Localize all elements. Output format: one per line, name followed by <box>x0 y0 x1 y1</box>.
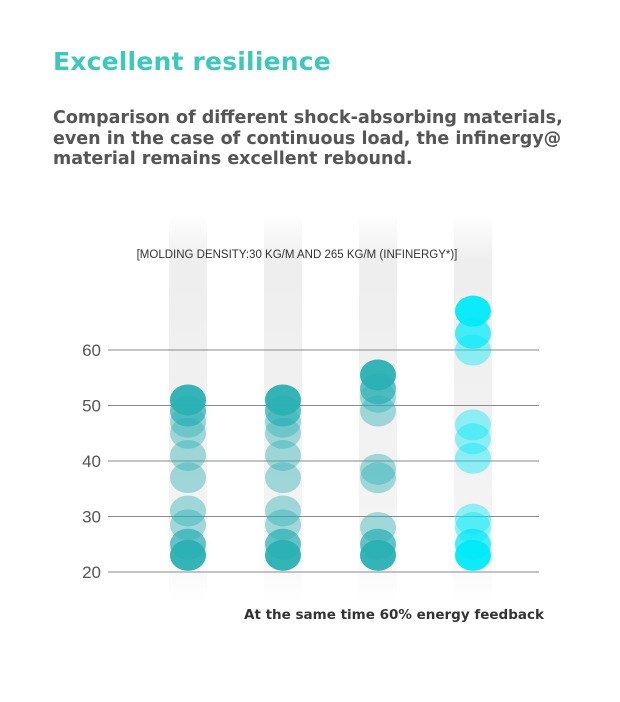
y-tick-label: 60 <box>82 341 101 360</box>
data-point <box>455 317 491 349</box>
data-point <box>360 359 396 391</box>
description-line: Comparison of different shock-absorbing … <box>53 108 563 128</box>
y-tick-label: 30 <box>82 508 101 527</box>
data-point <box>265 462 301 494</box>
data-point <box>455 528 491 560</box>
data-point <box>455 512 491 544</box>
data-point <box>265 495 301 527</box>
data-point <box>455 423 491 455</box>
data-point <box>360 462 396 494</box>
data-point <box>170 495 206 527</box>
data-point <box>360 395 396 427</box>
chart-annotation: [MOLDING DENSITY:30 KG/M AND 265 KG/M (I… <box>137 249 458 261</box>
data-point <box>170 439 206 471</box>
data-point <box>265 417 301 449</box>
data-point <box>170 462 206 494</box>
y-tick-label: 40 <box>82 452 101 471</box>
data-point <box>455 409 491 441</box>
chart-caption: At the same time 60% energy feedback <box>244 607 544 623</box>
data-point <box>455 295 491 327</box>
data-point <box>170 528 206 560</box>
data-point <box>360 528 396 560</box>
data-point <box>170 417 206 449</box>
data-point <box>265 439 301 471</box>
data-point <box>265 528 301 560</box>
description-line: even in the case of continuous load, the… <box>53 128 562 149</box>
data-point <box>265 509 301 541</box>
data-point <box>265 384 301 416</box>
data-point <box>455 442 491 474</box>
data-point <box>170 384 206 416</box>
data-point <box>360 512 396 544</box>
data-point <box>170 509 206 541</box>
data-point <box>360 453 396 485</box>
description: Comparison of different shock-absorbing … <box>53 108 563 170</box>
y-tick-label: 20 <box>82 563 101 582</box>
page-title: Excellent resilience <box>53 47 331 76</box>
description-line: material remains excellent rebound. <box>53 149 413 169</box>
data-point <box>455 503 491 535</box>
y-tick-label: 50 <box>82 397 101 416</box>
